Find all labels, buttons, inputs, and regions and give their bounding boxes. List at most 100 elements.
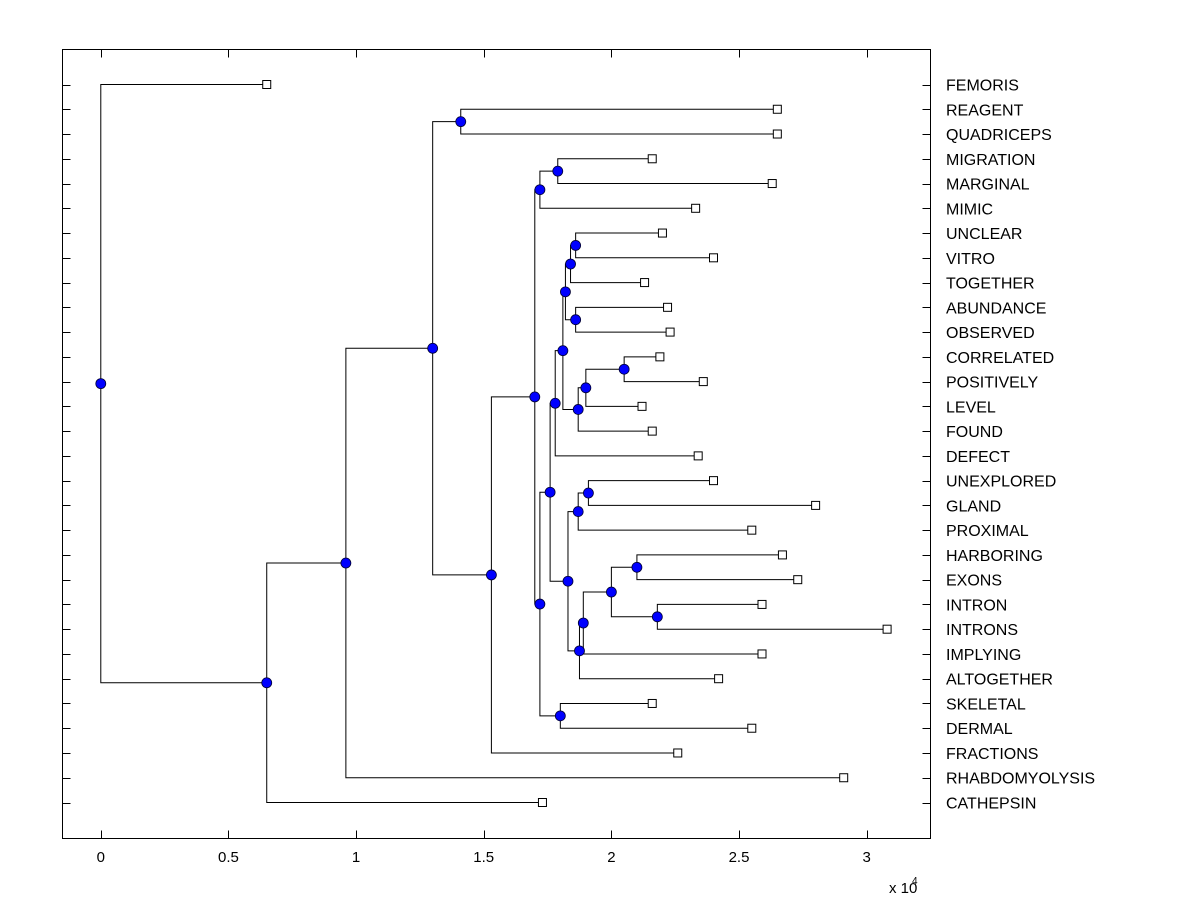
- leaf-marker: [691, 203, 701, 213]
- internal-node: [562, 575, 574, 587]
- internal-node: [618, 363, 630, 375]
- leaf-label: QUADRICEPS: [946, 127, 1052, 144]
- leaf-label: GLAND: [946, 498, 1001, 515]
- tree-link: [610, 592, 658, 618]
- leaf-marker: [714, 674, 724, 684]
- x-tick-labels: 0 0.5 1 1.5 2 2.5 3: [97, 849, 871, 866]
- leaf-marker: [655, 352, 665, 362]
- tree-link: [432, 348, 492, 576]
- leaf-marker: [839, 773, 849, 783]
- leaf-label: CORRELATED: [946, 350, 1054, 367]
- internal-node: [570, 240, 582, 251]
- leaf-marker: [709, 476, 718, 486]
- tree-link: [345, 563, 844, 779]
- x-tick-label: 2: [607, 849, 615, 866]
- leaf-label: RHABDOMYOLYSIS: [946, 771, 1095, 788]
- leaf-label: FEMORIS: [946, 78, 1019, 95]
- tree-link: [100, 383, 267, 684]
- leaf-marker: [793, 575, 803, 585]
- tree-link: [490, 574, 678, 754]
- internal-node: [557, 345, 569, 357]
- leaf-marker: [747, 723, 757, 733]
- internal-node: [485, 569, 497, 581]
- internal-node: [261, 677, 273, 689]
- internal-node: [580, 382, 592, 394]
- internal-nodes: [95, 116, 663, 722]
- internal-node: [455, 116, 467, 128]
- internal-node: [554, 710, 566, 722]
- x-multiplier-label: x 10: [889, 880, 917, 897]
- tree-link: [549, 492, 568, 582]
- leaf-label: POSITIVELY: [946, 375, 1039, 392]
- leaf-label: MIMIC: [946, 201, 993, 218]
- leaf-label: IMPLYING: [946, 647, 1021, 664]
- leaf-label: CATHEPSIN: [946, 796, 1036, 813]
- leaf-markers: [262, 80, 892, 807]
- leaf-label: REAGENT: [946, 102, 1024, 119]
- leaf-label: INTRONS: [946, 622, 1018, 639]
- leaf-marker: [262, 80, 272, 89]
- x-tick-label: 3: [863, 849, 871, 866]
- leaf-marker: [647, 698, 657, 708]
- tree-link: [570, 264, 645, 284]
- tree-link: [577, 409, 653, 432]
- leaf-label: MARGINAL: [946, 177, 1030, 194]
- leaf-marker: [647, 426, 657, 436]
- leaf-marker: [777, 550, 787, 560]
- internal-node: [572, 506, 584, 517]
- tree-link: [266, 562, 346, 683]
- internal-node: [534, 598, 546, 610]
- tree-link: [345, 347, 433, 564]
- leaf-marker: [709, 253, 718, 263]
- leaf-label: DERMAL: [946, 721, 1013, 738]
- leaf-label: EXONS: [946, 573, 1002, 590]
- internal-node: [577, 617, 589, 629]
- tree-link: [539, 604, 561, 717]
- x-tick-label: 1: [352, 849, 360, 866]
- leaf-label: FOUND: [946, 424, 1003, 441]
- leaf-marker: [637, 401, 647, 411]
- internal-node: [572, 404, 584, 415]
- leaf-marker: [767, 179, 777, 189]
- leaf-label: OBSERVED: [946, 325, 1035, 342]
- leaf-marker: [693, 451, 703, 461]
- leaf-marker: [772, 129, 782, 139]
- leaf-label: FRACTIONS: [946, 746, 1038, 763]
- tree-link: [577, 511, 752, 531]
- leaf-marker: [882, 624, 892, 634]
- internal-node: [549, 397, 561, 409]
- internal-node: [427, 342, 439, 354]
- leaf-label: ALTOGETHER: [946, 672, 1053, 689]
- tree-link: [432, 121, 461, 349]
- tree-link: [582, 591, 612, 623]
- internal-node: [552, 165, 564, 177]
- leaf-marker: [673, 748, 683, 758]
- leaf-marker: [698, 377, 708, 387]
- leaf-marker: [657, 228, 667, 238]
- leaf-marker: [772, 104, 782, 114]
- leaf-marker: [647, 154, 657, 164]
- internal-node: [529, 391, 541, 403]
- internal-node: [651, 611, 663, 623]
- x-tick-label: 0.5: [218, 849, 239, 866]
- leaf-marker: [640, 278, 650, 288]
- tree-link: [578, 650, 719, 680]
- internal-node: [95, 378, 107, 390]
- leaf-label: UNCLEAR: [946, 226, 1022, 243]
- leaf-label: UNEXPLORED: [946, 474, 1056, 491]
- leaf-marker: [663, 302, 673, 312]
- internal-node: [631, 561, 643, 573]
- leaf-marker: [665, 327, 675, 337]
- leaf-marker: [747, 525, 757, 535]
- internal-node: [570, 314, 582, 326]
- leaf-marker: [757, 649, 767, 659]
- tree-link: [539, 170, 558, 190]
- internal-node: [583, 487, 594, 499]
- leaf-label: MIGRATION: [946, 152, 1035, 169]
- internal-node: [560, 286, 571, 298]
- x-tick-label: 1.5: [473, 849, 494, 866]
- tree-link: [539, 189, 696, 209]
- internal-node: [574, 645, 585, 657]
- leaf-label: PROXIMAL: [946, 523, 1029, 540]
